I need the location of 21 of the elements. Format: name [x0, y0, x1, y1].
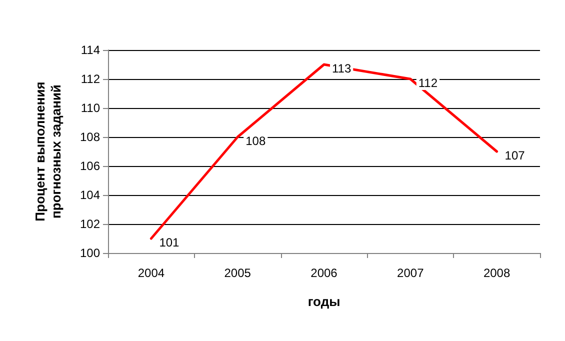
data-label: 107 [504, 148, 526, 162]
x-tick-label: 2004 [138, 266, 165, 280]
data-label: 101 [159, 236, 180, 250]
x-tick-label: 2007 [397, 266, 424, 280]
y-tick-label: 112 [80, 72, 100, 86]
y-axis-title: Процент выполнения прогнозных заданий [32, 82, 64, 222]
y-tick-label: 114 [80, 43, 100, 57]
x-tick-label: 2006 [310, 266, 338, 280]
y-tick-label: 100 [80, 246, 100, 260]
data-label: 112 [418, 76, 438, 90]
y-tick-label: 102 [80, 217, 100, 231]
line-series [150, 63, 498, 240]
x-tick-label: 2008 [483, 266, 510, 280]
data-label: 113 [332, 62, 352, 76]
y-tick-label: 108 [80, 130, 100, 144]
y-tick-label: 110 [80, 101, 100, 115]
y-tick-label: 106 [80, 159, 100, 173]
x-axis-title: годы [308, 294, 340, 309]
x-tick-label: 2005 [224, 266, 252, 280]
y-tick-label: 104 [80, 188, 100, 202]
data-label: 108 [246, 134, 266, 148]
